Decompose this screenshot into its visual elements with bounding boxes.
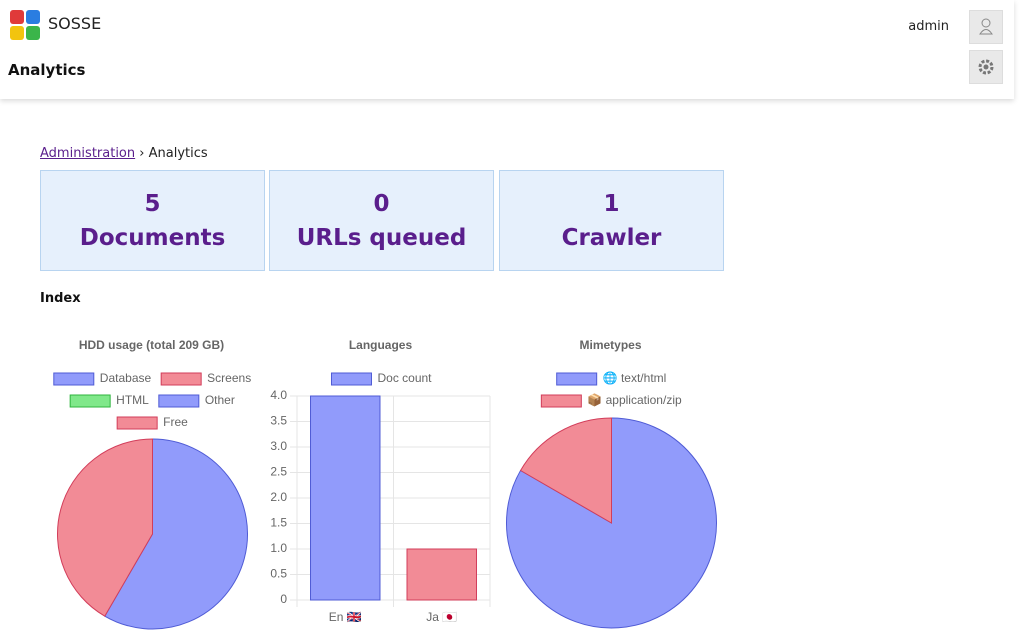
- y-tick-label: 1.0: [270, 541, 287, 555]
- stat-label: Documents: [79, 225, 226, 251]
- legend-swatch: [540, 394, 582, 408]
- legend-label: HTML: [116, 393, 149, 407]
- legend-label: Other: [205, 393, 235, 407]
- user-name: admin: [908, 19, 949, 34]
- y-tick-label: 4.0: [270, 388, 287, 402]
- stat-label: Crawler: [561, 225, 662, 251]
- y-tick-label: 2.0: [270, 490, 287, 504]
- chart-title: HDD usage (total 209 GB): [79, 338, 224, 352]
- bar: [310, 395, 381, 601]
- y-tick-label: 0: [280, 592, 287, 606]
- legend-swatch: [53, 372, 95, 386]
- breadcrumb-link[interactable]: Administration: [40, 146, 136, 161]
- stat-box[interactable]: 5 Documents: [40, 170, 265, 271]
- y-tick-label: 1.5: [270, 516, 287, 530]
- chart-title: Mimetypes: [579, 338, 641, 352]
- breadcrumb: Administration › Analytics: [40, 146, 208, 161]
- app-name[interactable]: SOSSE: [48, 14, 102, 33]
- legend-swatch: [330, 372, 372, 386]
- page-title: Analytics: [8, 61, 86, 79]
- stat-value: 0: [373, 191, 390, 217]
- logo[interactable]: [8, 8, 42, 42]
- y-tick-label: 0.5: [270, 567, 287, 581]
- legend-label: Screens: [207, 371, 251, 385]
- pie-slice: [104, 438, 248, 630]
- x-tick-label: En 🇬🇧: [329, 610, 362, 624]
- legend-swatch: [556, 372, 598, 386]
- legend-label: Doc count: [377, 371, 432, 385]
- legend-swatch: [69, 394, 111, 408]
- stat-box[interactable]: 1 Crawler: [499, 170, 724, 271]
- chart-title: Languages: [349, 338, 413, 352]
- stat-box[interactable]: 0 URLs queued: [269, 170, 494, 271]
- settings-button[interactable]: [969, 50, 1003, 84]
- pie-slice: [57, 438, 153, 617]
- header: SOSSE Analytics admin: [0, 0, 1014, 99]
- legend-swatch: [158, 394, 200, 408]
- legend-label: Free: [163, 415, 188, 429]
- user-icon: [979, 18, 993, 35]
- legend-swatch: [116, 416, 158, 430]
- legend-label: 🌐 text/html: [603, 371, 667, 385]
- section-title: Index: [40, 291, 81, 306]
- legend-label: Database: [100, 371, 152, 385]
- stat-value: 5: [144, 191, 161, 217]
- y-tick-label: 3.0: [270, 439, 287, 453]
- stat-label: URLs queued: [296, 225, 467, 251]
- pie-slice: [519, 417, 612, 524]
- breadcrumb-current: Analytics: [148, 146, 208, 161]
- y-tick-label: 3.5: [270, 414, 287, 428]
- bar: [406, 548, 477, 601]
- legend-label: 📦 application/zip: [587, 393, 682, 407]
- stat-value: 1: [603, 191, 620, 217]
- y-tick-label: 2.5: [270, 465, 287, 479]
- gear-icon: [978, 59, 994, 75]
- legend-swatch: [160, 372, 202, 386]
- breadcrumb-separator: ›: [139, 146, 145, 161]
- user-button[interactable]: [969, 10, 1003, 44]
- x-tick-label: Ja 🇯🇵: [426, 610, 457, 624]
